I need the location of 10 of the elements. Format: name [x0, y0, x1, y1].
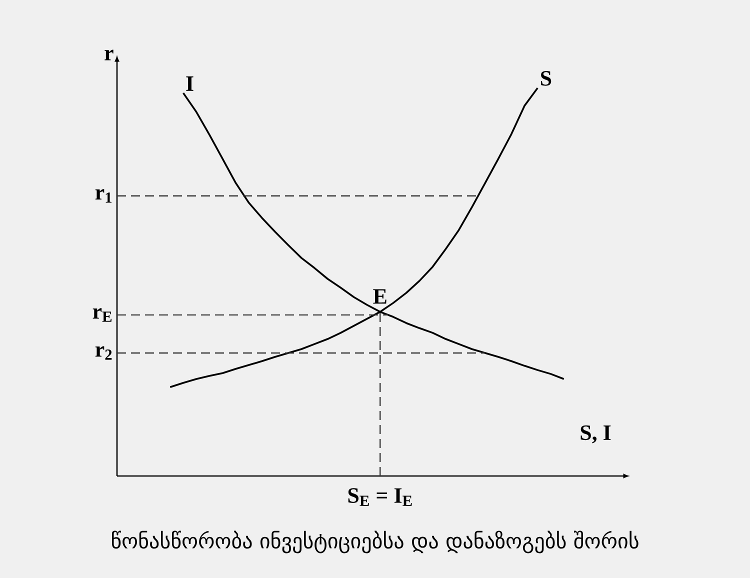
ref-line-label: r$_{E}$ [92, 308, 112, 322]
series-label: S [540, 70, 552, 86]
text: S$_{E}$ = I$_{E}$ [348, 488, 412, 506]
annotation: E [373, 289, 386, 304]
x-axis-title: S, I [580, 425, 611, 444]
ref-line-label: r$_{2}$ [95, 346, 112, 360]
text: წონასწორობა ინვესტიციებსა და დანაზოგებს შორის [112, 530, 638, 554]
y-axis-title: r [104, 50, 114, 60]
series-label: I [186, 76, 194, 91]
ref-line-label: r$_{1}$ [95, 189, 112, 203]
